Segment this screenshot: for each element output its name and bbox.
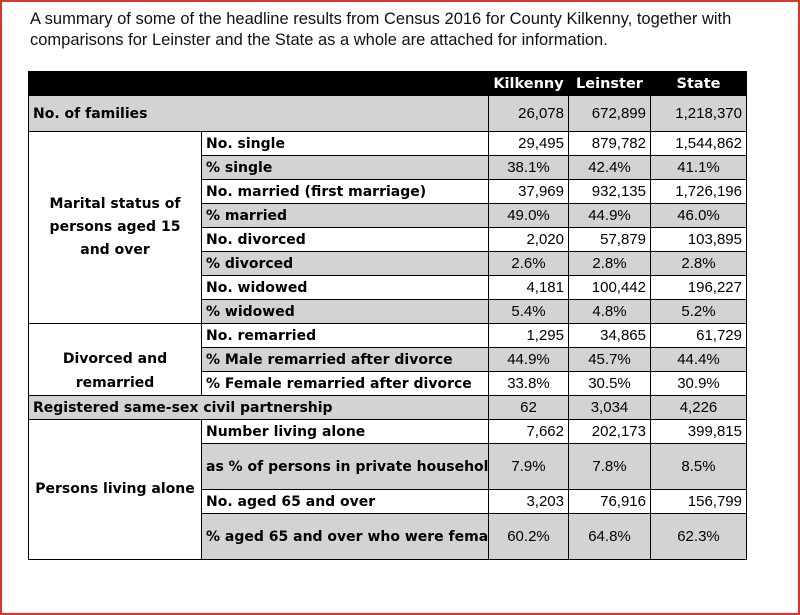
row-label: Number living alone [201, 419, 489, 444]
cell-kilkenny: 4,181 [488, 275, 569, 300]
cell-state: 1,726,196 [650, 179, 747, 204]
cell-state: 1,544,862 [650, 131, 747, 156]
row-living-alone: Persons living alone Number living alone… [28, 419, 747, 560]
cell-leinster: 3,034 [568, 395, 651, 420]
intro-line-2: comparisons for Leinster and the State a… [30, 31, 608, 49]
cell-kilkenny: 29,495 [488, 131, 569, 156]
cell-state: 2.8% [650, 251, 747, 276]
cell-kilkenny: 37,969 [488, 179, 569, 204]
cell-leinster: 202,173 [568, 419, 651, 444]
cell-state: 4,226 [650, 395, 747, 420]
row-label: % Male remarried after divorce [201, 347, 489, 372]
alone-group-label: Persons living alone [28, 419, 202, 560]
cell-leinster: 57,879 [568, 227, 651, 252]
cell-leinster: 2.8% [568, 251, 651, 276]
cell-kilkenny: 2.6% [488, 251, 569, 276]
cell-kilkenny: 60.2% [488, 513, 569, 560]
row-label: % single [201, 155, 489, 180]
remarried-group-line-2: remarried [75, 375, 155, 391]
row-label: % Female remarried after divorce [201, 371, 489, 396]
cell-kilkenny: 3,203 [488, 489, 569, 514]
row-label: No. divorced [201, 227, 489, 252]
intro-line-1: A summary of some of the headline result… [30, 10, 732, 28]
cell-state: 62.3% [650, 513, 747, 560]
table-header-row: Kilkenny Leinster State [28, 71, 747, 96]
row-label: No. married (first marriage) [201, 179, 489, 204]
cell-state: 103,895 [650, 227, 747, 252]
cell-leinster: 34,865 [568, 323, 651, 348]
cell-kilkenny: 7.9% [488, 443, 569, 490]
row-label: % divorced [201, 251, 489, 276]
header-kilkenny: Kilkenny [488, 71, 569, 96]
marital-group-line-1: Marital status of [49, 196, 181, 212]
cell-leinster: 879,782 [568, 131, 651, 156]
cell-leinster: 4.8% [568, 299, 651, 324]
cell-state: 8.5% [650, 443, 747, 490]
families-state: 1,218,370 [650, 95, 747, 132]
cell-leinster: 44.9% [568, 203, 651, 228]
row-label: as % of persons in private households [201, 443, 489, 490]
cell-kilkenny: 62 [488, 395, 569, 420]
marital-group-label: Marital status of persons aged 15 and ov… [28, 131, 202, 324]
cell-leinster: 100,442 [568, 275, 651, 300]
row-remarried: Divorced and remarried No. remarried 1,2… [28, 323, 747, 396]
cell-kilkenny: 38.1% [488, 155, 569, 180]
cell-state: 5.2% [650, 299, 747, 324]
cell-kilkenny: 7,662 [488, 419, 569, 444]
cell-leinster: 64.8% [568, 513, 651, 560]
header-blank [28, 71, 489, 96]
cell-state: 44.4% [650, 347, 747, 372]
row-label: No. widowed [201, 275, 489, 300]
marital-group-line-2: persons aged 15 [49, 219, 181, 235]
row-label: No. remarried [201, 323, 489, 348]
cell-leinster: 45.7% [568, 347, 651, 372]
cell-leinster: 30.5% [568, 371, 651, 396]
row-single: Marital status of persons aged 15 and ov… [28, 131, 747, 324]
remarried-group-label: Divorced and remarried [28, 323, 202, 396]
cell-state: 30.9% [650, 371, 747, 396]
cell-state: 61,729 [650, 323, 747, 348]
civil-label: Registered same-sex civil partnership [28, 395, 489, 420]
cell-state: 156,799 [650, 489, 747, 514]
header-state: State [650, 71, 747, 96]
cell-leinster: 42.4% [568, 155, 651, 180]
row-civil-partnership: Registered same-sex civil partnership 62… [28, 395, 747, 420]
cell-state: 399,815 [650, 419, 747, 444]
header-leinster: Leinster [568, 71, 651, 96]
families-label: No. of families [28, 95, 489, 132]
cell-leinster: 76,916 [568, 489, 651, 514]
row-label: % aged 65 and over who were female [201, 513, 489, 560]
census-table: Kilkenny Leinster State No. of families … [28, 71, 747, 560]
row-label: No. aged 65 and over [201, 489, 489, 514]
cell-state: 46.0% [650, 203, 747, 228]
cell-kilkenny: 5.4% [488, 299, 569, 324]
families-kilkenny: 26,078 [488, 95, 569, 132]
cell-kilkenny: 49.0% [488, 203, 569, 228]
cell-leinster: 7.8% [568, 443, 651, 490]
row-widowed: No. widowed 4,181 100,442 196,227 [28, 275, 747, 300]
remarried-group-line-1: Divorced and [62, 351, 168, 367]
marital-group-line-3: and over [80, 242, 150, 258]
cell-state: 41.1% [650, 155, 747, 180]
row-families: No. of families 26,078 672,899 1,218,370 [28, 95, 747, 132]
cell-leinster: 932,135 [568, 179, 651, 204]
cell-kilkenny: 44.9% [488, 347, 569, 372]
intro-paragraph: A summary of some of the headline result… [30, 9, 790, 51]
row-label: % widowed [201, 299, 489, 324]
cell-kilkenny: 33.8% [488, 371, 569, 396]
families-leinster: 672,899 [568, 95, 651, 132]
row-label: % married [201, 203, 489, 228]
cell-kilkenny: 1,295 [488, 323, 569, 348]
row-label: No. single [201, 131, 489, 156]
cell-kilkenny: 2,020 [488, 227, 569, 252]
cell-state: 196,227 [650, 275, 747, 300]
